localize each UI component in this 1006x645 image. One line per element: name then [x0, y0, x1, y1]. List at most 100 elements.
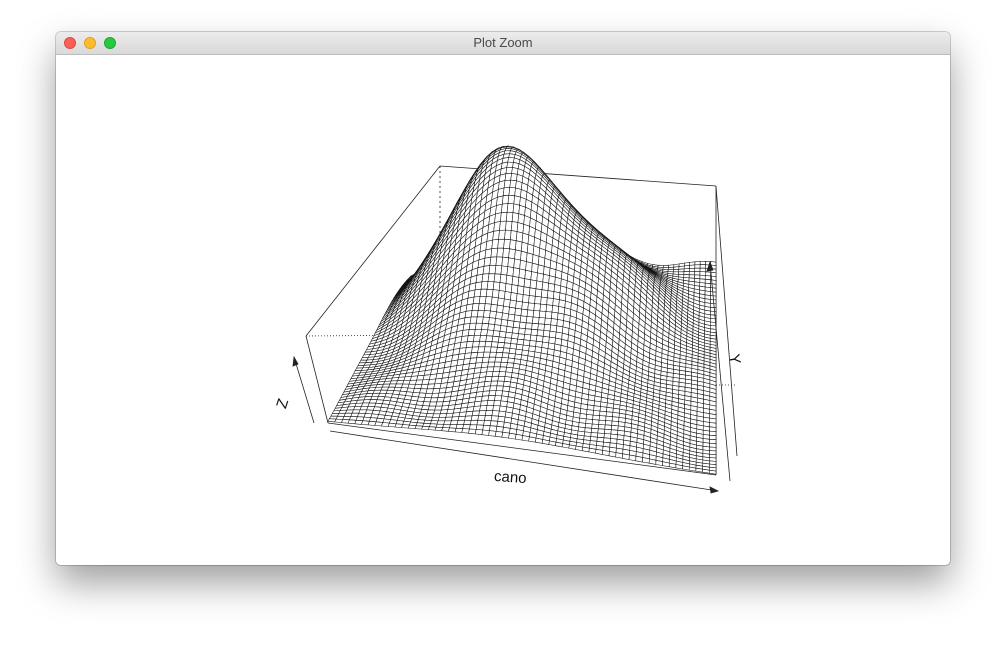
surface-facet [493, 273, 502, 283]
surface-facet [683, 271, 690, 275]
surface-facet [482, 351, 491, 358]
surface-facet [702, 468, 710, 474]
surface-facet [513, 195, 521, 206]
surface-facet [494, 390, 503, 397]
surface-facet [505, 326, 514, 334]
surface-facet [544, 317, 552, 326]
surface-facet [443, 420, 452, 425]
surface-facet [483, 346, 492, 353]
close-button[interactable] [64, 37, 76, 49]
surface-facet [710, 303, 717, 308]
x-axis-label: cano [493, 468, 527, 487]
surface-facet [535, 280, 544, 291]
surface-facet [536, 329, 545, 337]
surface-facet [510, 221, 519, 232]
surface-facet [483, 303, 492, 312]
surface-facet [491, 289, 500, 299]
surface-facet [450, 420, 459, 425]
surface-facet [599, 410, 607, 417]
z-axis-arrow [293, 356, 315, 424]
surface-facet [476, 419, 485, 426]
surface-facet [694, 271, 701, 276]
surface-facet [482, 316, 490, 325]
surface-facet [414, 425, 424, 430]
surface-facet [529, 334, 538, 342]
surface-facet [462, 424, 471, 430]
surface-facet [493, 400, 502, 407]
surface-facet [491, 335, 500, 343]
surface-facet [591, 423, 599, 430]
surface-facet [511, 275, 520, 287]
minimize-button[interactable] [84, 37, 96, 49]
surface-facet [709, 439, 717, 444]
surface-facet [455, 424, 465, 429]
surface-facet [494, 431, 504, 438]
surface-facet [514, 307, 523, 317]
surface-facet [604, 424, 612, 430]
surface-facet [479, 288, 488, 297]
surface-facet [528, 295, 536, 304]
zoom-button[interactable] [104, 37, 116, 49]
surface-facet [591, 419, 600, 425]
surface-facet [549, 324, 558, 333]
surface-facet [699, 264, 706, 269]
surface-facet [508, 187, 516, 196]
surface-facet [490, 303, 498, 313]
surface-facet [538, 317, 546, 325]
surface-facet [604, 420, 613, 426]
surface-facet [628, 454, 637, 462]
surface-facet [483, 420, 492, 426]
surface-facet [538, 310, 547, 319]
surface-facet [709, 469, 717, 475]
box-edge-front-left [305, 335, 329, 424]
surface-facet [499, 361, 508, 368]
surface-facet [595, 448, 603, 455]
surface-facet [452, 412, 461, 418]
surface-facet [695, 467, 703, 473]
surface-facet [481, 390, 490, 397]
surface-facet [549, 330, 557, 339]
surface-facet [479, 405, 488, 412]
title-bar[interactable]: Plot Zoom [56, 32, 950, 55]
surface-facet [503, 298, 511, 308]
surface-facet [513, 258, 521, 270]
surface-facet [479, 335, 488, 342]
surface-facet [515, 231, 524, 243]
surface-facet [493, 361, 502, 368]
surface-facet [470, 415, 480, 421]
surface-facet [551, 311, 559, 320]
surface-facet [532, 310, 541, 318]
surface-facet [550, 318, 558, 327]
surface-facet [537, 264, 545, 275]
surface-facet [592, 414, 600, 421]
surface-facet [553, 291, 561, 301]
surface-facet [497, 375, 506, 382]
surface-facet [548, 275, 556, 285]
surface-facet [537, 323, 545, 331]
surface-facet [461, 428, 470, 434]
surface-facet [499, 366, 507, 373]
surface-facet [491, 410, 500, 417]
surface-facet [534, 295, 542, 305]
surface-facet [496, 380, 505, 387]
surface-facet [547, 290, 555, 299]
surface-facet [504, 283, 513, 293]
surface-facet [490, 380, 499, 387]
surface-facet [494, 318, 503, 326]
surface-facet [541, 281, 549, 291]
surface-facet [472, 405, 481, 412]
z-axis-arrowhead [292, 355, 299, 367]
surface-facet [487, 395, 496, 401]
surface-facet [494, 395, 503, 402]
surface-facet [441, 427, 450, 432]
surface-facet [482, 424, 491, 431]
surface-facet [499, 273, 508, 284]
plot-zoom-window: Plot Zoom [56, 32, 950, 565]
surface-facet [506, 203, 515, 213]
surface-facet [445, 412, 454, 418]
surface-facet [508, 153, 516, 159]
surface-facet [487, 323, 496, 331]
surface-facet [526, 252, 534, 264]
surface-facet [531, 316, 540, 325]
surface-facet [488, 430, 497, 437]
